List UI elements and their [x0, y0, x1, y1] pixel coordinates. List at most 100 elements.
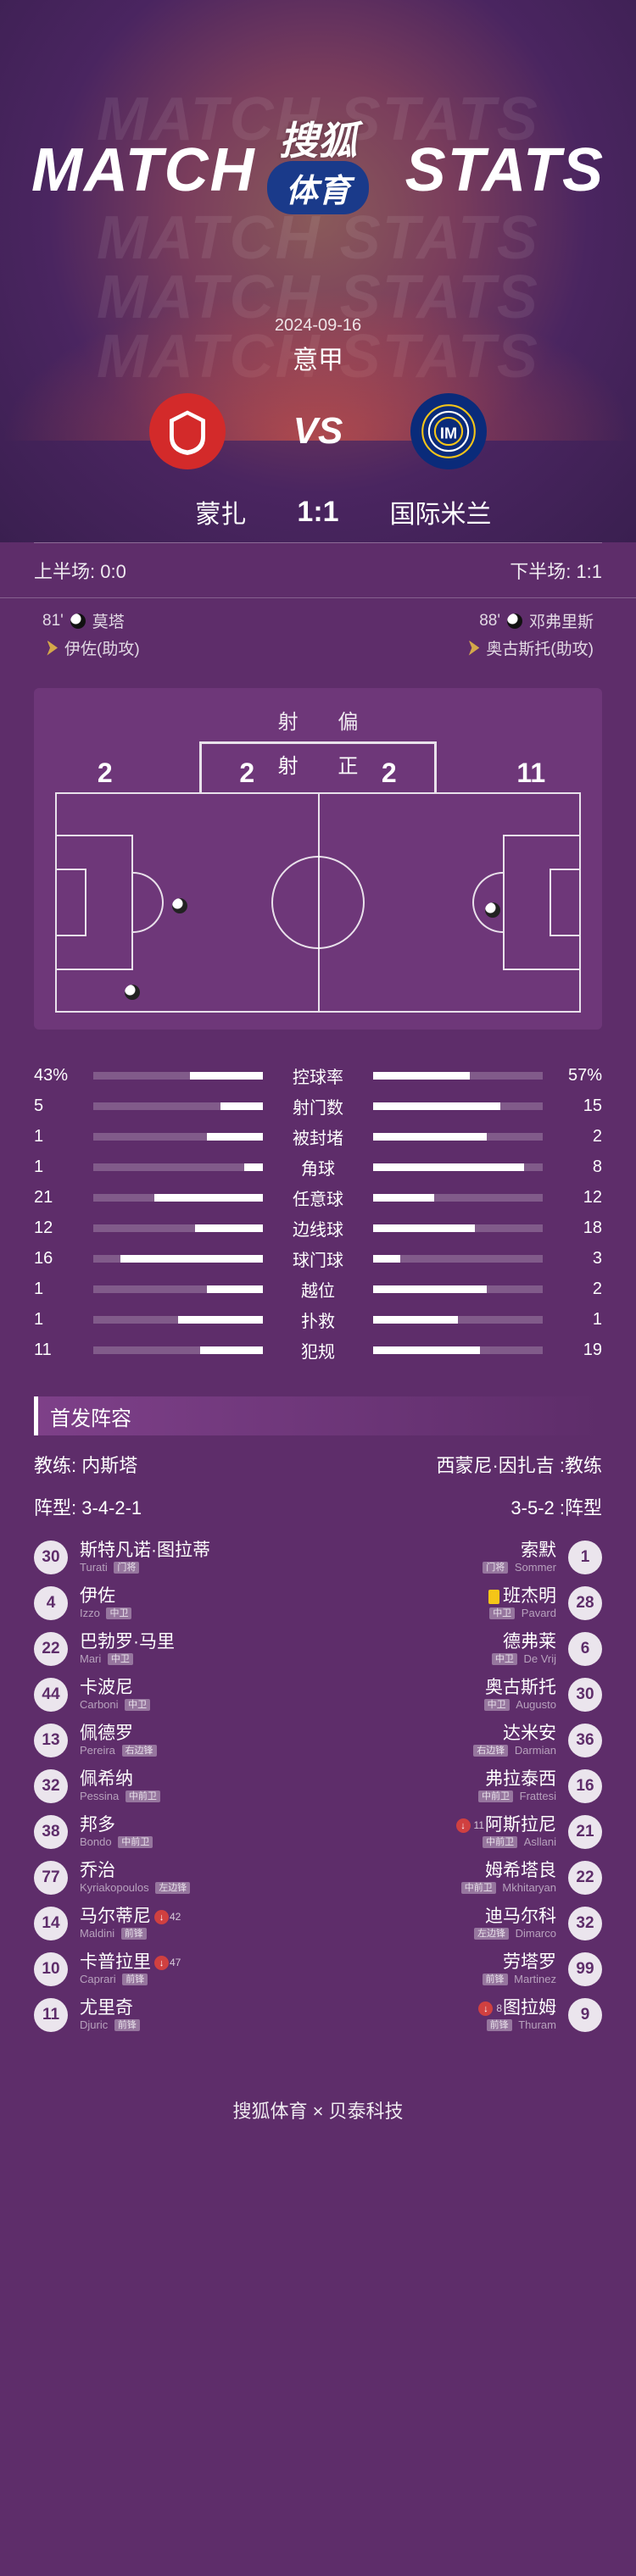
player-name-cn: 乔治: [80, 1861, 190, 1881]
player-names: 马尔蒂尼↓42 Maldini 前锋: [80, 1907, 181, 1940]
match-header: MATCH STATS MATCH STATS MATCH STATS MATC…: [0, 0, 636, 542]
player-name-en: Djuric 前锋: [80, 2019, 140, 2032]
vs-label: VS: [293, 410, 343, 452]
player-number: 36: [568, 1724, 602, 1757]
away-events: 88'邓弗里斯奥古斯托(助攻): [318, 605, 594, 663]
stat-bar-home: [93, 1163, 263, 1171]
stat-row: 11 犯规 19: [34, 1338, 602, 1363]
home-on: 2: [176, 758, 319, 789]
player-number: 32: [34, 1769, 68, 1803]
stat-label: 被封堵: [263, 1124, 373, 1149]
player-position: 前锋: [114, 2019, 140, 2031]
player-names: 奥古斯托 中卫 Augusto: [484, 1678, 556, 1711]
player-names: 乔治 Kyriakopoulos 左边锋: [80, 1861, 190, 1894]
player-position: 中卫: [489, 1607, 515, 1619]
player-row: 38 邦多 Bondo 中前卫 21 ↓11阿斯拉尼 中前卫 Asllani: [34, 1815, 602, 1849]
stat-away: 2: [543, 1280, 602, 1299]
stat-row: 1 越位 2: [34, 1277, 602, 1302]
stat-row: 5 射门数 15: [34, 1094, 602, 1119]
player-away: 32 迪马尔科 左边锋 Dimarco: [329, 1907, 602, 1940]
player-position: 中卫: [106, 1607, 131, 1619]
player-away: 22 姆希塔良 中前卫 Mkhitaryan: [329, 1861, 602, 1895]
player-name-cn: 伊佐: [80, 1586, 131, 1607]
player-names: 佩德罗 Pereira 右边锋: [80, 1724, 157, 1757]
score: 1:1: [297, 496, 338, 529]
event-line: 奥古斯托(助攻): [318, 636, 594, 659]
stat-bar-away: [373, 1072, 543, 1080]
player-row: 14 马尔蒂尼↓42 Maldini 前锋 32 迪马尔科 左边锋 Dimarc…: [34, 1907, 602, 1940]
sub-out-icon: ↓: [456, 1818, 471, 1833]
player-name-en: 中卫 De Vrij: [492, 1653, 556, 1666]
home-coach: 教练: 内斯塔: [34, 1451, 137, 1478]
player-home: 77 乔治 Kyriakopoulos 左边锋: [34, 1861, 307, 1895]
player-number: 1: [568, 1541, 602, 1574]
player-name-en: 门将 Sommer: [483, 1562, 556, 1574]
vs-row: VS IM: [0, 393, 636, 469]
player-number: 30: [34, 1541, 68, 1574]
stat-label: 任意球: [263, 1185, 373, 1210]
player-names: ↓11阿斯拉尼 中前卫 Asllani: [456, 1815, 556, 1848]
player-home: 44 卡波尼 Carboni 中卫: [34, 1678, 307, 1712]
player-names: 达米安 右边锋 Darmian: [473, 1724, 556, 1757]
player-name-cn: 斯特凡诺·图拉蒂: [80, 1541, 210, 1561]
formation-row: 阵型: 3-4-2-1 3-5-2 :阵型: [34, 1493, 602, 1520]
lineup-header: 首发阵容: [34, 1396, 602, 1435]
stat-bar-home: [93, 1224, 263, 1232]
player-name-cn: 卡普拉里↓47: [80, 1952, 181, 1973]
player-home: 13 佩德罗 Pereira 右边锋: [34, 1724, 307, 1757]
player-name-cn: 劳塔罗: [483, 1952, 556, 1973]
player-home: 4 伊佐 Izzo 中卫: [34, 1586, 307, 1620]
team-names: 蒙扎 1:1 国际米兰: [0, 493, 636, 530]
away-logo: IM: [410, 393, 487, 469]
pitch-diagram: [55, 792, 581, 1013]
stat-away: 2: [543, 1127, 602, 1146]
stat-bar-away: [373, 1133, 543, 1141]
player-number: 4: [34, 1586, 68, 1620]
player-position: 中前卫: [483, 1836, 517, 1848]
player-name-cn: 迪马尔科: [474, 1907, 556, 1927]
player-home: 38 邦多 Bondo 中前卫: [34, 1815, 307, 1849]
home-formation: 阵型: 3-4-2-1: [34, 1493, 142, 1520]
stat-away: 19: [543, 1341, 602, 1360]
stat-bar-home: [93, 1285, 263, 1293]
player-name-en: Carboni 中卫: [80, 1699, 150, 1712]
stats-section: 43% 控球率 57% 5 射门数 15 1 被封堵 2 1 角球 8 21 任…: [34, 1063, 602, 1363]
stat-bar-away: [373, 1346, 543, 1354]
stat-row: 1 被封堵 2: [34, 1124, 602, 1149]
event-line: 81'莫塔: [42, 609, 318, 632]
player-number: 11: [34, 1998, 68, 2032]
player-names: 德弗莱 中卫 De Vrij: [492, 1632, 556, 1665]
player-name-en: Pessina 中前卫: [80, 1790, 160, 1803]
player-name-cn: 巴勃罗·马里: [80, 1632, 175, 1652]
assist-icon: [464, 641, 479, 656]
player-name-cn: 尤里奇: [80, 1998, 140, 2018]
sohu-logo: 搜狐 体育: [267, 110, 369, 214]
event-line: 伊佐(助攻): [42, 636, 318, 659]
player-number: 16: [568, 1769, 602, 1803]
player-position: 中前卫: [126, 1790, 160, 1802]
player-row: 32 佩希纳 Pessina 中前卫 16 弗拉泰西 中前卫 Frattesi: [34, 1769, 602, 1803]
player-name-cn: 班杰明: [488, 1586, 556, 1607]
stat-bar-away: [373, 1194, 543, 1202]
stat-bar-home: [93, 1102, 263, 1110]
player-away: 99 劳塔罗 前锋 Martinez: [329, 1952, 602, 1986]
player-names: 卡普拉里↓47 Caprari 前锋: [80, 1952, 181, 1985]
shots-off-label: 射 偏: [34, 705, 602, 735]
away-off: 11: [460, 758, 603, 789]
stat-away: 18: [543, 1219, 602, 1238]
player-name-en: 中前卫 Asllani: [456, 1836, 556, 1849]
player-names: ↓8图拉姆 前锋 Thuram: [478, 1998, 556, 2031]
player-name-en: Pereira 右边锋: [80, 1745, 157, 1757]
stat-away: 1: [543, 1310, 602, 1330]
stat-home: 5: [34, 1096, 93, 1116]
stat-label: 越位: [263, 1277, 373, 1302]
stat-home: 1: [34, 1158, 93, 1177]
home-name: 蒙扎: [93, 493, 246, 530]
player-row: 10 卡普拉里↓47 Caprari 前锋 99 劳塔罗 前锋 Martinez: [34, 1952, 602, 1986]
stat-bar-away: [373, 1285, 543, 1293]
svg-text:IM: IM: [440, 425, 457, 441]
player-home: 22 巴勃罗·马里 Mari 中卫: [34, 1632, 307, 1666]
league-name: 意甲: [0, 339, 636, 376]
player-name-en: 左边锋 Dimarco: [474, 1928, 556, 1940]
player-name-en: 中前卫 Mkhitaryan: [461, 1882, 556, 1895]
